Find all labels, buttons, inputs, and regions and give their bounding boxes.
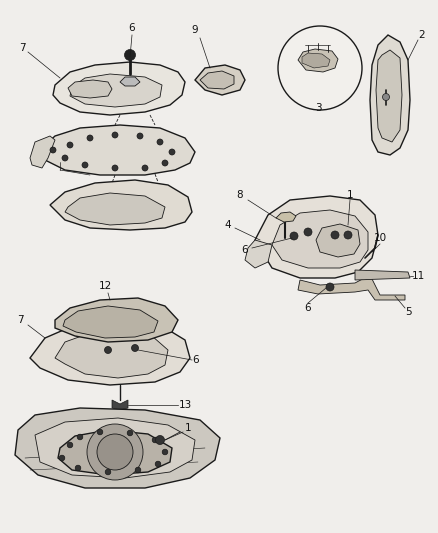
Text: 8: 8: [237, 190, 244, 200]
Text: 9: 9: [192, 25, 198, 35]
Polygon shape: [15, 408, 220, 488]
Polygon shape: [302, 53, 330, 68]
Circle shape: [157, 139, 163, 145]
Circle shape: [304, 228, 312, 236]
Circle shape: [112, 132, 118, 138]
Circle shape: [97, 429, 103, 435]
Polygon shape: [255, 196, 378, 278]
Text: 7: 7: [19, 43, 25, 53]
Text: 6: 6: [305, 303, 311, 313]
Circle shape: [87, 424, 143, 480]
Polygon shape: [272, 210, 368, 268]
Text: 5: 5: [405, 307, 411, 317]
Polygon shape: [63, 306, 158, 338]
Polygon shape: [53, 62, 185, 115]
Polygon shape: [30, 320, 190, 385]
Text: 6: 6: [193, 355, 199, 365]
Text: 12: 12: [99, 281, 112, 291]
Polygon shape: [30, 136, 55, 168]
Circle shape: [124, 50, 135, 61]
Circle shape: [77, 434, 83, 440]
Circle shape: [97, 434, 133, 470]
Text: 10: 10: [374, 233, 387, 243]
Circle shape: [87, 135, 93, 141]
Polygon shape: [35, 418, 195, 478]
Circle shape: [155, 461, 161, 467]
Text: 4: 4: [225, 220, 231, 230]
Polygon shape: [68, 80, 112, 98]
Text: 1: 1: [185, 423, 191, 433]
Circle shape: [155, 435, 165, 445]
Polygon shape: [55, 330, 168, 378]
Polygon shape: [195, 65, 245, 95]
Polygon shape: [55, 298, 178, 342]
Circle shape: [326, 283, 334, 291]
Circle shape: [62, 155, 68, 161]
Text: 1: 1: [347, 190, 353, 200]
Text: 6: 6: [129, 23, 135, 33]
Circle shape: [331, 231, 339, 239]
Circle shape: [127, 430, 133, 436]
Text: 3: 3: [314, 103, 321, 113]
Polygon shape: [50, 180, 192, 230]
Polygon shape: [112, 400, 128, 410]
Circle shape: [344, 231, 352, 239]
Polygon shape: [298, 49, 338, 72]
Circle shape: [162, 160, 168, 166]
Polygon shape: [276, 212, 296, 222]
Circle shape: [135, 467, 141, 473]
Circle shape: [50, 147, 56, 153]
Circle shape: [67, 142, 73, 148]
Circle shape: [67, 442, 73, 448]
Text: 13: 13: [178, 400, 192, 410]
Circle shape: [152, 437, 158, 443]
Polygon shape: [65, 193, 165, 225]
Circle shape: [162, 449, 168, 455]
Polygon shape: [298, 275, 405, 300]
Circle shape: [290, 232, 298, 240]
Circle shape: [382, 93, 389, 101]
Polygon shape: [70, 74, 162, 107]
Polygon shape: [58, 430, 172, 475]
Text: 7: 7: [17, 315, 23, 325]
Polygon shape: [200, 71, 234, 89]
Circle shape: [142, 165, 148, 171]
Circle shape: [112, 165, 118, 171]
Polygon shape: [370, 35, 410, 155]
Circle shape: [131, 344, 138, 351]
Polygon shape: [245, 240, 272, 268]
Circle shape: [82, 162, 88, 168]
Text: 2: 2: [419, 30, 425, 40]
Circle shape: [137, 133, 143, 139]
Polygon shape: [120, 77, 140, 86]
Text: 11: 11: [411, 271, 424, 281]
Circle shape: [75, 465, 81, 471]
Polygon shape: [376, 50, 402, 142]
Circle shape: [105, 346, 112, 353]
Circle shape: [278, 26, 362, 110]
Polygon shape: [316, 224, 360, 257]
Circle shape: [169, 149, 175, 155]
Polygon shape: [42, 125, 195, 175]
Polygon shape: [355, 270, 410, 280]
Text: 6: 6: [242, 245, 248, 255]
Circle shape: [59, 455, 65, 461]
Circle shape: [105, 469, 111, 475]
